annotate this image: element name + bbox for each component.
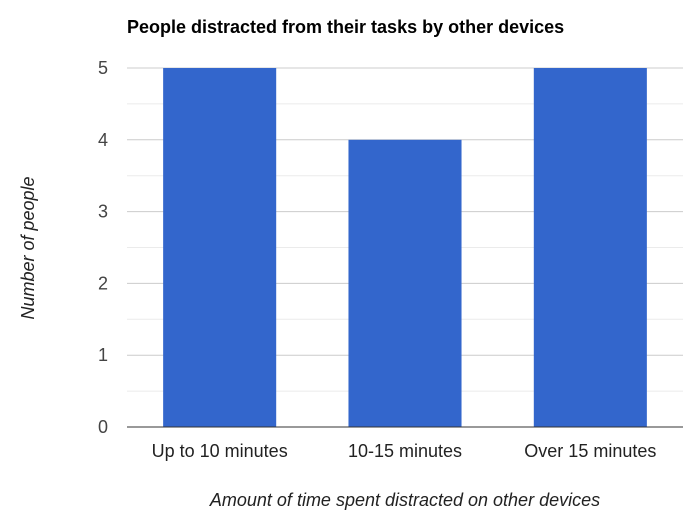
x-axis-title: Amount of time spent distracted on other… xyxy=(209,490,600,510)
y-axis-title: Number of people xyxy=(18,176,38,319)
bar xyxy=(533,68,647,427)
bars xyxy=(163,68,647,428)
y-tick-label: 4 xyxy=(98,130,108,150)
bar xyxy=(163,68,277,427)
y-axis-ticks: 0 1 2 3 4 5 xyxy=(98,58,108,437)
x-category-label: 10-15 minutes xyxy=(348,441,462,461)
x-axis-categories: Up to 10 minutes 10-15 minutes Over 15 min… xyxy=(152,441,657,461)
x-category-label: Up to 10 minutes xyxy=(152,441,288,461)
chart-title: People distracted from their tasks by ot… xyxy=(127,17,564,37)
y-tick-label: 5 xyxy=(98,58,108,78)
x-category-label: Over 15 minutes xyxy=(524,441,656,461)
y-tick-label: 3 xyxy=(98,202,108,222)
bar xyxy=(348,139,462,428)
y-tick-label: 1 xyxy=(98,345,108,365)
y-tick-label: 0 xyxy=(98,417,108,437)
y-tick-label: 2 xyxy=(98,273,108,293)
